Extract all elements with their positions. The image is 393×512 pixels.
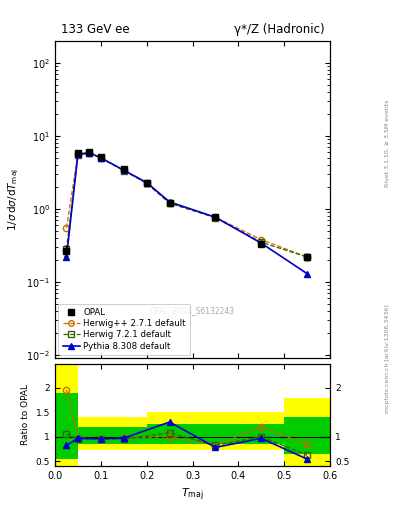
Bar	[239, 412, 284, 451]
Text: γ*/Z (Hadronic): γ*/Z (Hadronic)	[234, 23, 325, 36]
Bar	[101, 417, 147, 451]
Bar	[55, 393, 78, 459]
Bar	[78, 417, 101, 451]
Legend: OPAL, Herwig++ 2.7.1 default, Herwig 7.2.1 default, Pythia 8.308 default: OPAL, Herwig++ 2.7.1 default, Herwig 7.2…	[59, 304, 190, 355]
Bar	[55, 364, 78, 471]
Bar	[147, 424, 193, 444]
Bar	[284, 417, 330, 454]
Bar	[147, 412, 193, 451]
Bar	[193, 424, 239, 444]
Bar	[78, 427, 101, 444]
Text: 133 GeV ee: 133 GeV ee	[61, 23, 129, 36]
Y-axis label: Ratio to OPAL: Ratio to OPAL	[21, 384, 30, 445]
X-axis label: $T_\mathrm{maj}$: $T_\mathrm{maj}$	[181, 486, 204, 503]
Y-axis label: $1/\sigma\,\mathrm{d}\sigma/\mathrm{d}T_\mathrm{maj}$: $1/\sigma\,\mathrm{d}\sigma/\mathrm{d}T_…	[6, 168, 21, 231]
Bar	[239, 424, 284, 444]
Text: OPAL_2004_S6132243: OPAL_2004_S6132243	[150, 306, 235, 315]
Bar	[193, 412, 239, 451]
Text: mcplots.cern.ch [arXiv:1306.3436]: mcplots.cern.ch [arXiv:1306.3436]	[385, 304, 389, 413]
Bar	[101, 427, 147, 444]
Bar	[284, 398, 330, 466]
Text: Rivet 3.1.10, ≥ 3.5M events: Rivet 3.1.10, ≥ 3.5M events	[385, 100, 389, 187]
